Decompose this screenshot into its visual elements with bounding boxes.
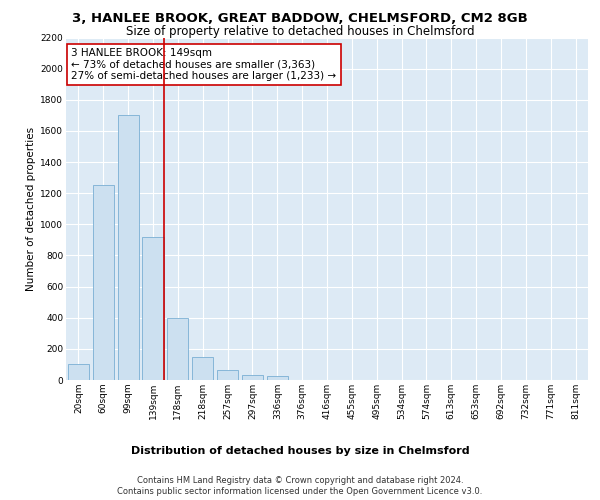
- Bar: [217, 370, 238, 380]
- Bar: [267, 376, 288, 380]
- Y-axis label: Number of detached properties: Number of detached properties: [26, 126, 36, 291]
- Text: Contains HM Land Registry data © Crown copyright and database right 2024.: Contains HM Land Registry data © Crown c…: [137, 476, 463, 485]
- Bar: [142, 237, 164, 380]
- Text: 3 HANLEE BROOK: 149sqm
← 73% of detached houses are smaller (3,363)
27% of semi-: 3 HANLEE BROOK: 149sqm ← 73% of detached…: [71, 48, 337, 81]
- Bar: [118, 116, 139, 380]
- Text: 3, HANLEE BROOK, GREAT BADDOW, CHELMSFORD, CM2 8GB: 3, HANLEE BROOK, GREAT BADDOW, CHELMSFOR…: [72, 12, 528, 26]
- Text: Distribution of detached houses by size in Chelmsford: Distribution of detached houses by size …: [131, 446, 469, 456]
- Bar: [93, 186, 114, 380]
- Bar: [242, 374, 263, 380]
- Bar: [167, 318, 188, 380]
- Text: Contains public sector information licensed under the Open Government Licence v3: Contains public sector information licen…: [118, 487, 482, 496]
- Bar: [68, 364, 89, 380]
- Bar: [192, 356, 213, 380]
- Text: Size of property relative to detached houses in Chelmsford: Size of property relative to detached ho…: [125, 25, 475, 38]
